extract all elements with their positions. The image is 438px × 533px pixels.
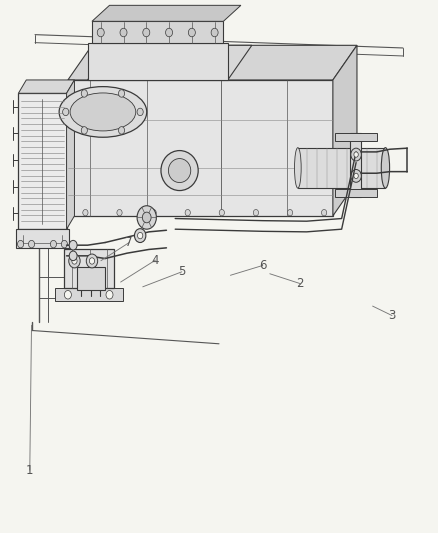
Polygon shape — [18, 93, 67, 229]
Polygon shape — [88, 43, 228, 80]
Text: 1: 1 — [26, 464, 34, 477]
Polygon shape — [18, 80, 74, 93]
Text: 6: 6 — [259, 259, 267, 272]
Circle shape — [211, 28, 218, 37]
Ellipse shape — [59, 86, 147, 137]
Circle shape — [97, 28, 104, 37]
Polygon shape — [335, 189, 377, 197]
Circle shape — [354, 173, 358, 179]
Circle shape — [138, 232, 143, 239]
Ellipse shape — [70, 93, 136, 131]
Ellipse shape — [161, 150, 198, 191]
Circle shape — [134, 229, 146, 243]
Polygon shape — [92, 21, 223, 43]
Circle shape — [137, 108, 143, 116]
Circle shape — [151, 209, 156, 216]
Circle shape — [166, 28, 173, 37]
Text: 5: 5 — [178, 265, 185, 278]
Circle shape — [28, 240, 35, 248]
Circle shape — [188, 28, 195, 37]
Circle shape — [351, 169, 361, 182]
Polygon shape — [350, 133, 361, 197]
Polygon shape — [68, 45, 357, 80]
Circle shape — [351, 148, 361, 161]
Circle shape — [117, 209, 122, 216]
Text: 2: 2 — [296, 277, 304, 290]
Text: 3: 3 — [389, 309, 396, 322]
Circle shape — [69, 240, 77, 250]
Polygon shape — [67, 80, 74, 229]
Circle shape — [137, 206, 156, 229]
Circle shape — [61, 240, 67, 248]
Ellipse shape — [381, 148, 390, 188]
Circle shape — [142, 212, 151, 223]
Circle shape — [63, 108, 69, 116]
Polygon shape — [64, 249, 114, 288]
Polygon shape — [16, 229, 69, 248]
Polygon shape — [68, 80, 333, 216]
Circle shape — [86, 254, 98, 268]
Polygon shape — [298, 148, 385, 188]
Circle shape — [185, 209, 191, 216]
Polygon shape — [88, 45, 252, 80]
Circle shape — [118, 90, 124, 97]
Circle shape — [118, 127, 124, 134]
Circle shape — [354, 152, 358, 157]
Ellipse shape — [294, 148, 301, 188]
Polygon shape — [335, 133, 377, 141]
Circle shape — [64, 290, 71, 299]
Circle shape — [120, 28, 127, 37]
Circle shape — [219, 209, 224, 216]
Circle shape — [81, 90, 87, 97]
Circle shape — [50, 240, 57, 248]
Text: 7: 7 — [125, 236, 133, 249]
Ellipse shape — [168, 159, 191, 182]
Circle shape — [72, 258, 77, 264]
Circle shape — [81, 127, 87, 134]
Circle shape — [287, 209, 293, 216]
Polygon shape — [55, 288, 123, 301]
Circle shape — [69, 251, 77, 261]
Circle shape — [83, 209, 88, 216]
Circle shape — [18, 240, 24, 248]
Polygon shape — [92, 5, 241, 21]
Polygon shape — [77, 266, 105, 290]
Circle shape — [143, 28, 150, 37]
Circle shape — [253, 209, 258, 216]
Circle shape — [321, 209, 327, 216]
Circle shape — [106, 290, 113, 299]
Text: 4: 4 — [152, 254, 159, 266]
Circle shape — [69, 254, 80, 268]
Polygon shape — [333, 45, 357, 216]
Circle shape — [89, 258, 95, 264]
